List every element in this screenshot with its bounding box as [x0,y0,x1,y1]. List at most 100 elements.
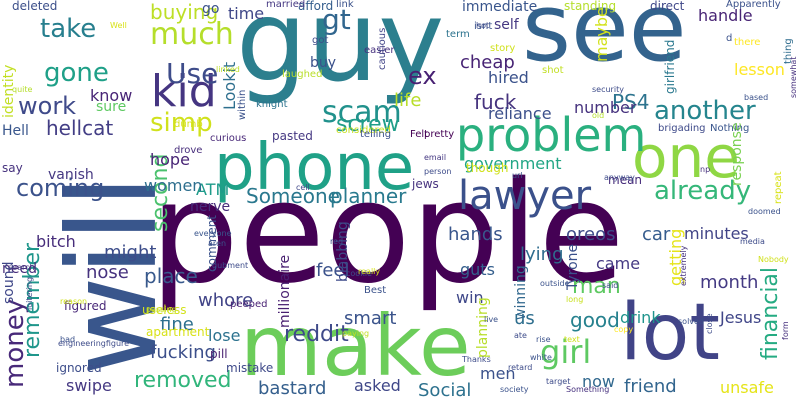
cloud-word: really [358,267,381,276]
cloud-word: time [228,4,265,23]
cloud-word: curious [210,133,247,144]
cloud-word: say [2,161,23,175]
cloud-word: Something [566,385,610,394]
cloud-word: old [592,111,605,120]
cloud-word: target [546,377,571,386]
cloud-word: form [781,321,790,340]
cloud-word: men [480,364,516,383]
cloud-word: asked [354,376,401,395]
cloud-word: isnt [474,21,493,32]
cloud-word: another [654,96,756,126]
cloud-word: hired [488,68,529,87]
cloud-word: man [572,274,621,299]
cloud-word: life [394,90,422,111]
cloud-word: planner [330,184,407,208]
cloud-word: pretty [424,129,455,140]
cloud-word: standing [564,0,617,13]
cloud-word: guts [460,260,495,279]
cloud-word: reddit [284,322,349,347]
cloud-word: girl [540,333,592,371]
cloud-word: car [642,224,671,245]
cloud-word: oreos [566,224,616,245]
cloud-word: anyway [604,173,635,182]
cloud-word: retard [508,363,533,372]
cloud-word: security [592,85,624,94]
cloud-word: doomed [748,207,781,216]
cloud-word: financial [758,266,783,360]
cloud-word: paying [342,329,370,338]
cloud-word: Well [110,21,127,30]
cloud-word: peeped [230,299,268,310]
cloud-word: got [312,35,329,46]
cloud-word: women [144,176,203,195]
cloud-word: person [424,167,452,176]
cloud-word: swipe [66,376,112,395]
cloud-word: Best [364,285,387,296]
cloud-word: reliance [488,104,552,123]
cloud-word: fucking [150,342,216,363]
cloud-word: ate [514,331,527,340]
cloud-word: bitch [36,232,76,251]
cloud-word: pill [210,347,228,361]
cloud-word: brigading [658,123,706,134]
cloud-word: win [456,288,484,307]
cloud-word: mean [608,173,643,187]
cloud-word: dumb [174,119,203,130]
cloud-word: Felt [410,129,429,140]
cloud-word: one [632,123,740,191]
cloud-word: passing [146,305,177,314]
cloud-word: solved [678,317,705,326]
cloud-word: need [2,261,37,277]
cloud-word: there [734,37,761,48]
cloud-word: telling [360,129,392,140]
cloud-word: friend [624,376,677,397]
cloud-word: Hell [2,123,29,139]
cloud-word: removed [134,368,232,393]
cloud-word: red [330,237,344,246]
cloud-word: month [700,272,759,293]
cloud-word: search [8,263,35,272]
cloud-word: good [570,308,620,332]
cloud-word: though [466,161,509,175]
cloud-word: self [494,17,519,33]
cloud-word: problem [456,108,647,162]
cloud-word: np [700,165,711,174]
cloud-word: lot [620,288,720,378]
cloud-word: number [574,98,637,117]
cloud-word: pasted [272,129,313,143]
cloud-word: everyone [194,229,232,238]
cloud-word: place [144,264,198,288]
cloud-word: much [150,17,234,52]
cloud-word: buying [150,0,219,24]
cloud-word: guy [236,0,445,107]
cloud-word: Thanks [462,355,491,364]
cloud-word: sure [96,99,127,115]
cloud-word: nose [86,262,129,283]
cloud-word: copy [614,325,634,334]
cloud-word: planning [475,297,491,358]
cloud-word: cautious [377,27,388,70]
cloud-word: repeat [773,171,784,204]
cloud-word: somewhat [789,56,798,98]
cloud-word: society [500,385,529,394]
cloud-word: rise [536,335,551,344]
cloud-word: married [266,0,306,10]
cloud-word: d [726,33,733,44]
cloud-word: fuck [474,90,517,114]
cloud-word: lying [520,244,564,265]
cloud-word: url [512,171,523,180]
cloud-word: people [150,152,625,315]
cloud-word: drove [174,145,203,156]
cloud-word: government [464,154,562,173]
cloud-word: lose [208,326,241,345]
cloud-word: aren [208,239,227,248]
cloud-word: Jesus [720,308,762,327]
cloud-word: cell [296,183,310,192]
cloud-word: already [654,176,752,206]
cloud-word: Apparently [726,0,781,10]
cloud-word: PS4 [612,90,650,114]
cloud-word: live [484,315,499,324]
cloud-word: winning [513,265,529,320]
cloud-word: gone [44,58,109,88]
cloud-word: now [582,372,616,391]
